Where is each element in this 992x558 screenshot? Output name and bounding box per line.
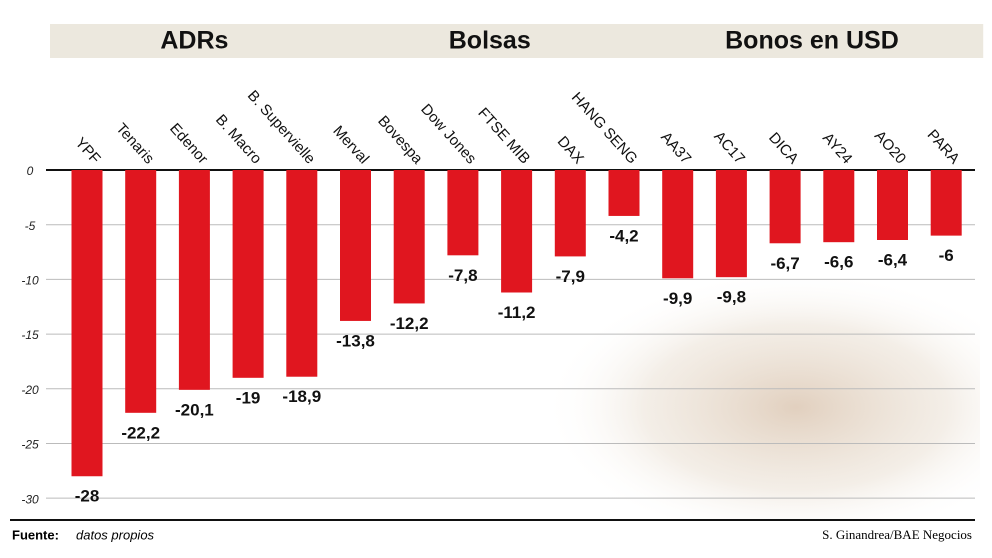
group-header-bg bbox=[50, 24, 339, 58]
bar bbox=[178, 170, 210, 390]
group-header-bg bbox=[640, 24, 984, 58]
x-tick-label: AC17 bbox=[710, 128, 748, 167]
value-label: -18,9 bbox=[282, 387, 321, 406]
group-header: ADRs bbox=[160, 27, 228, 55]
value-label: -22,2 bbox=[121, 423, 160, 442]
bar bbox=[71, 170, 103, 477]
value-label: -7,9 bbox=[556, 267, 585, 286]
value-label: -28 bbox=[75, 487, 100, 506]
bar bbox=[930, 170, 962, 236]
value-label: -7,8 bbox=[448, 266, 477, 285]
x-tick-label: DICA bbox=[765, 129, 802, 167]
value-label: -12,2 bbox=[390, 314, 429, 333]
x-tick-label: AA37 bbox=[657, 129, 694, 168]
bar bbox=[125, 170, 157, 413]
x-tick-label: Tenaris bbox=[112, 120, 157, 167]
value-label: -20,1 bbox=[175, 400, 214, 419]
x-tick-label: PARA bbox=[924, 126, 963, 167]
value-label: -6,7 bbox=[770, 254, 799, 273]
group-header-bg bbox=[318, 24, 661, 58]
value-label: -11,2 bbox=[498, 303, 536, 322]
bar bbox=[662, 170, 694, 279]
bar bbox=[447, 170, 479, 256]
y-tick-label: 0 bbox=[27, 164, 34, 178]
bar bbox=[608, 170, 640, 216]
x-tick-label: Merval bbox=[329, 123, 372, 168]
bar bbox=[340, 170, 371, 321]
bar bbox=[286, 170, 318, 377]
bar bbox=[877, 170, 908, 240]
x-tick-label: Bovespa bbox=[374, 113, 426, 168]
x-tick-label: FTSE MIB bbox=[474, 105, 533, 168]
value-label: -9,9 bbox=[663, 289, 692, 308]
bar bbox=[554, 170, 586, 257]
y-tick-label: -20 bbox=[21, 383, 39, 397]
photo-backdrop bbox=[520, 270, 980, 520]
x-tick-label: B. Macro bbox=[212, 111, 265, 167]
x-tick-label: DAX bbox=[554, 133, 587, 167]
bar bbox=[823, 170, 855, 243]
x-tick-label: Dow Jones bbox=[417, 101, 479, 168]
value-label: -9,8 bbox=[717, 288, 746, 307]
bar bbox=[232, 170, 264, 378]
value-label: -6 bbox=[939, 246, 954, 265]
y-tick-label: -30 bbox=[21, 492, 39, 506]
bar bbox=[715, 170, 747, 278]
y-tick-label: -10 bbox=[21, 274, 39, 288]
group-header: Bolsas bbox=[449, 27, 531, 55]
value-label: -6,6 bbox=[824, 253, 853, 272]
bar bbox=[769, 170, 801, 244]
group-header: Bonos en USD bbox=[725, 27, 899, 55]
bar bbox=[501, 170, 533, 293]
source: datos propios bbox=[76, 527, 155, 542]
x-tick-label: YPF bbox=[72, 134, 104, 167]
x-tick-label: AY24 bbox=[819, 130, 855, 168]
source-label: Fuente: bbox=[12, 527, 59, 542]
y-tick-label: -25 bbox=[21, 438, 39, 452]
value-label: -19 bbox=[236, 388, 261, 407]
y-tick-label: -5 bbox=[25, 219, 36, 233]
x-tick-label: AO20 bbox=[871, 127, 909, 167]
x-tick-label: Edenor bbox=[166, 120, 211, 167]
bar bbox=[393, 170, 425, 304]
value-label: -4,2 bbox=[609, 226, 638, 245]
value-label: -6,4 bbox=[878, 250, 908, 269]
credit: S. Ginandrea/BAE Negocios bbox=[822, 527, 972, 542]
value-label: -13,8 bbox=[336, 331, 375, 350]
y-tick-label: -15 bbox=[21, 328, 39, 342]
